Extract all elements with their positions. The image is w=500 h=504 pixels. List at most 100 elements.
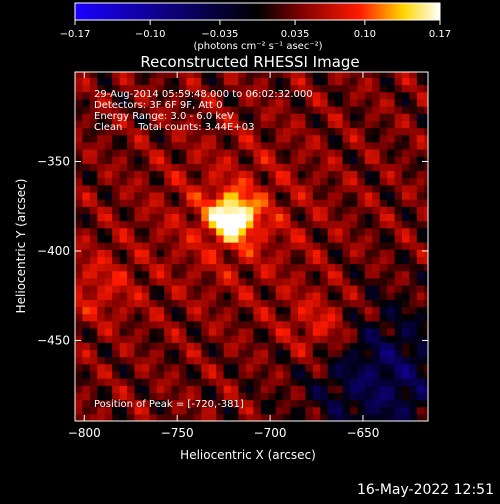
heatmap-cell [104, 320, 113, 329]
heatmap-cell [193, 170, 202, 179]
heatmap-cell [409, 163, 418, 172]
heatmap-cell [416, 349, 425, 358]
heatmap-cell [134, 335, 143, 343]
heatmap-cell [409, 413, 418, 421]
heatmap-cell [216, 342, 225, 351]
heatmap-cell [112, 141, 121, 150]
heatmap-cell [268, 156, 277, 164]
heatmap-cell [283, 77, 292, 86]
heatmap-cell [416, 91, 425, 100]
heatmap-cell [297, 199, 306, 207]
heatmap-cell [238, 191, 247, 200]
heatmap-cell [260, 306, 269, 315]
heatmap-cell [290, 349, 299, 358]
heatmap-cell [394, 399, 403, 408]
heatmap-cell [416, 370, 425, 379]
heatmap-cell [216, 191, 225, 200]
heatmap-cell [372, 191, 381, 200]
heatmap-cell [409, 342, 418, 351]
heatmap-cell [335, 342, 344, 351]
heatmap-cell [245, 299, 254, 308]
heatmap-cell [253, 256, 262, 265]
heatmap-cell [275, 84, 284, 93]
heatmap-cell [283, 91, 292, 100]
heatmap-cell [231, 134, 240, 143]
heatmap-cell [156, 206, 165, 214]
heatmap-cell [297, 284, 306, 293]
heatmap-cell [245, 234, 254, 243]
heatmap-cell [201, 299, 210, 308]
heatmap-cell [372, 184, 381, 193]
heatmap-cell [290, 191, 299, 200]
heatmap-cell [357, 163, 366, 172]
heatmap-cell [387, 120, 396, 129]
heatmap-cell [97, 342, 106, 351]
heatmap-cell [297, 134, 306, 143]
heatmap-cell [186, 256, 195, 265]
heatmap-cell [238, 370, 247, 379]
heatmap-cell [208, 320, 217, 329]
heatmap-cell [82, 156, 91, 164]
heatmap-cell [424, 234, 428, 243]
heatmap-cell [409, 72, 418, 78]
heatmap-cell [245, 106, 254, 114]
heatmap-cell [349, 206, 358, 214]
heatmap-cell [387, 220, 396, 229]
heatmap-cell [305, 191, 314, 200]
heatmap-cell [216, 335, 225, 343]
heatmap-cell [171, 385, 180, 393]
heatmap-cell [223, 349, 232, 358]
heatmap-cell [305, 220, 314, 229]
heatmap-cell [283, 120, 292, 129]
heatmap-cell [238, 148, 247, 157]
heatmap-cell [297, 292, 306, 300]
heatmap-cell [127, 127, 136, 136]
heatmap-cell [424, 256, 428, 265]
heatmap-cell [305, 84, 314, 93]
heatmap-cell [297, 156, 306, 164]
heatmap-cell [127, 91, 136, 100]
heatmap-cell [245, 177, 254, 186]
heatmap-cell [141, 284, 150, 293]
heatmap-cell [127, 277, 136, 286]
heatmap-cell [141, 199, 150, 207]
heatmap-cell [89, 385, 98, 393]
heatmap-cell [112, 320, 121, 329]
heatmap-cell [394, 98, 403, 107]
heatmap-cell [424, 191, 428, 200]
heatmap-cell [305, 335, 314, 343]
heatmap-cell [164, 399, 173, 408]
heatmap-cell [305, 234, 314, 243]
heatmap-cell [394, 141, 403, 150]
heatmap-cell [283, 320, 292, 329]
heatmap-cell [82, 335, 91, 343]
heatmap-cell [387, 349, 396, 358]
heatmap-cell [112, 177, 121, 186]
heatmap-cell [171, 170, 180, 179]
heatmap-cell [97, 327, 106, 336]
heatmap-cell [387, 335, 396, 343]
heatmap-cell [201, 199, 210, 207]
heatmap-cell [372, 134, 381, 143]
heatmap-cell [119, 320, 128, 329]
heatmap-cell [216, 170, 225, 179]
heatmap-cell [216, 306, 225, 315]
heatmap-cell [75, 72, 84, 78]
heatmap-cell [119, 299, 128, 308]
heatmap-cell [416, 392, 425, 401]
heatmap-cell [156, 263, 165, 272]
heatmap-cell [179, 306, 188, 315]
heatmap-cell [201, 148, 210, 157]
heatmap-cell [372, 163, 381, 172]
heatmap-cell [149, 313, 158, 322]
heatmap-cell [409, 306, 418, 315]
heatmap-cell [424, 98, 428, 107]
heatmap-cell [297, 313, 306, 322]
heatmap-cell [141, 263, 150, 272]
heatmap-cell [82, 91, 91, 100]
heatmap-cell [268, 313, 277, 322]
heatmap-cell [104, 77, 113, 86]
heatmap-cell [104, 313, 113, 322]
heatmap-cell [342, 270, 351, 279]
heatmap-cell [305, 199, 314, 207]
